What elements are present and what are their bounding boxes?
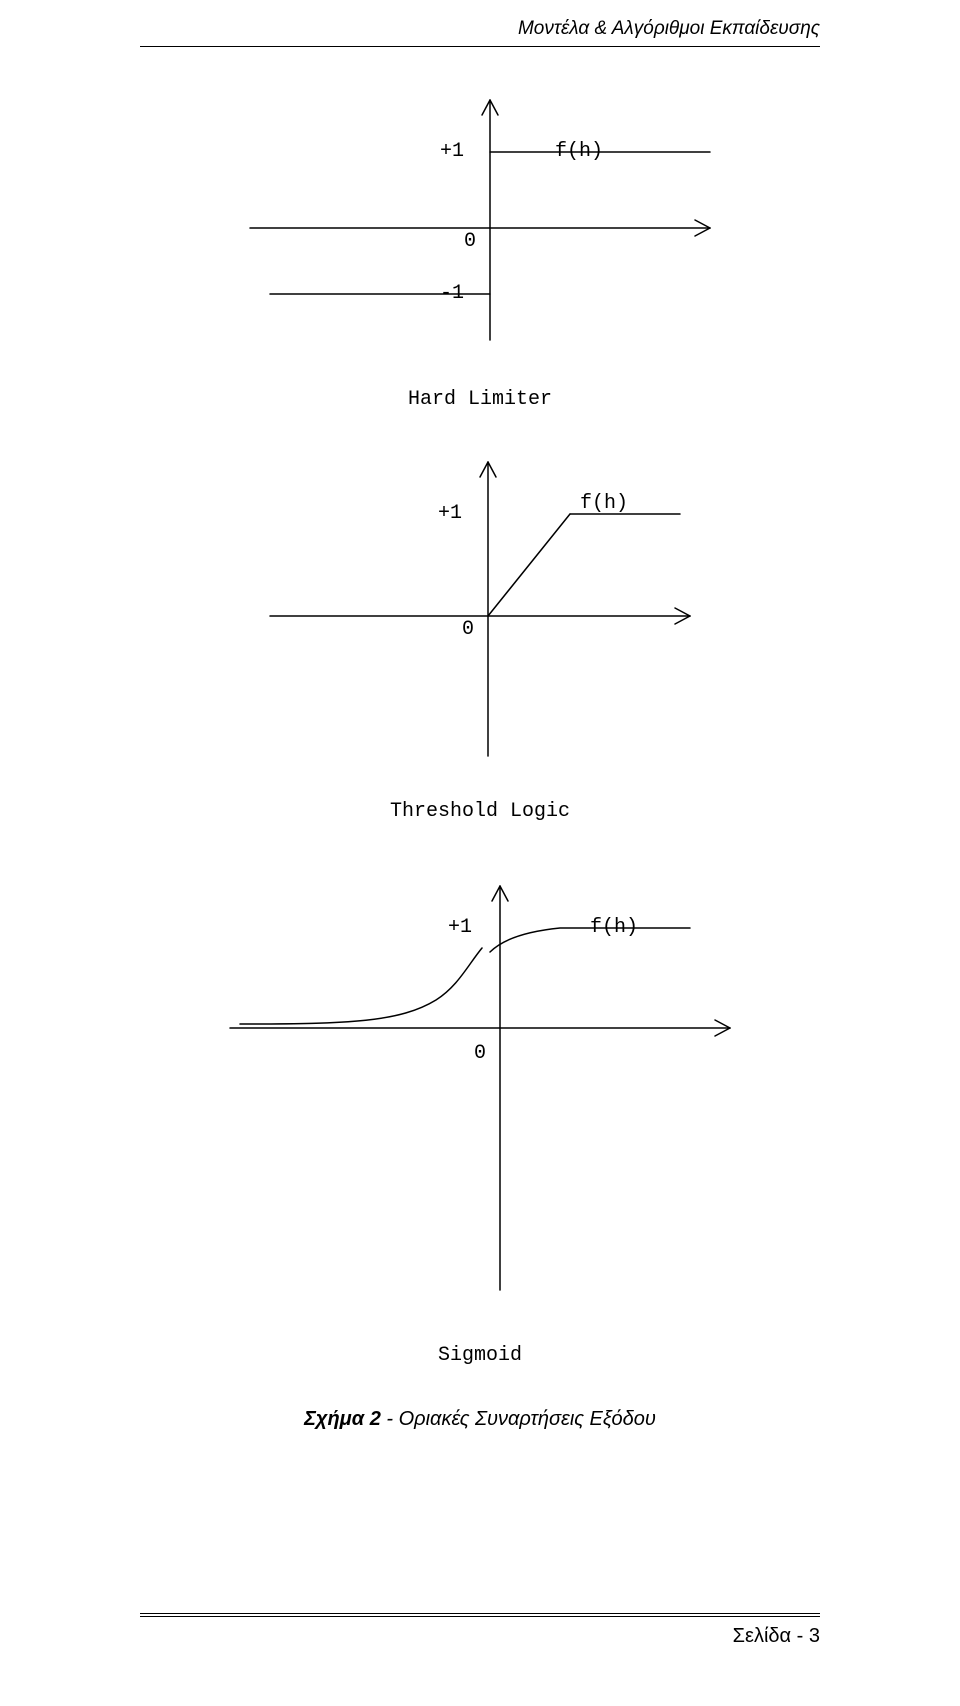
label-zero-sg: 0 xyxy=(474,1042,486,1065)
diagram-hard-limiter: +1 f(h) 0 -1 xyxy=(220,90,740,350)
figure-caption-rest: - Οριακές Συναρτήσεις Εξόδου xyxy=(381,1408,656,1430)
footer-rule-1 xyxy=(140,1613,820,1614)
footer-page: Σελίδα - 3 xyxy=(733,1625,820,1648)
hard-limiter-svg xyxy=(220,90,740,350)
diagram-threshold-logic: +1 f(h) 0 xyxy=(240,446,720,766)
header-rule xyxy=(140,46,820,47)
caption-sigmoid: Sigmoid xyxy=(0,1344,960,1367)
sigmoid-svg xyxy=(200,870,760,1310)
label-fh-hl: f(h) xyxy=(555,140,603,163)
label-zero-tl: 0 xyxy=(462,618,474,641)
caption-threshold-logic: Threshold Logic xyxy=(0,800,960,823)
footer-rule-2 xyxy=(140,1616,820,1617)
diagram-sigmoid: +1 f(h) 0 xyxy=(200,870,760,1310)
figure-caption: Σχήμα 2 - Οριακές Συναρτήσεις Εξόδου xyxy=(0,1408,960,1431)
label-plus1-tl: +1 xyxy=(438,502,462,525)
label-fh-sg: f(h) xyxy=(590,916,638,939)
caption-hard-limiter: Hard Limiter xyxy=(0,388,960,411)
figure-caption-bold: Σχήμα 2 xyxy=(304,1408,381,1430)
label-fh-tl: f(h) xyxy=(580,492,628,515)
label-plus1-sg: +1 xyxy=(448,916,472,939)
label-minus1-hl: -1 xyxy=(440,282,464,305)
header-title: Μοντέλα & Αλγόριθμοι Εκπαίδευσης xyxy=(518,18,820,40)
label-zero-hl: 0 xyxy=(464,230,476,253)
label-plus1-hl: +1 xyxy=(440,140,464,163)
threshold-logic-svg xyxy=(240,446,720,766)
